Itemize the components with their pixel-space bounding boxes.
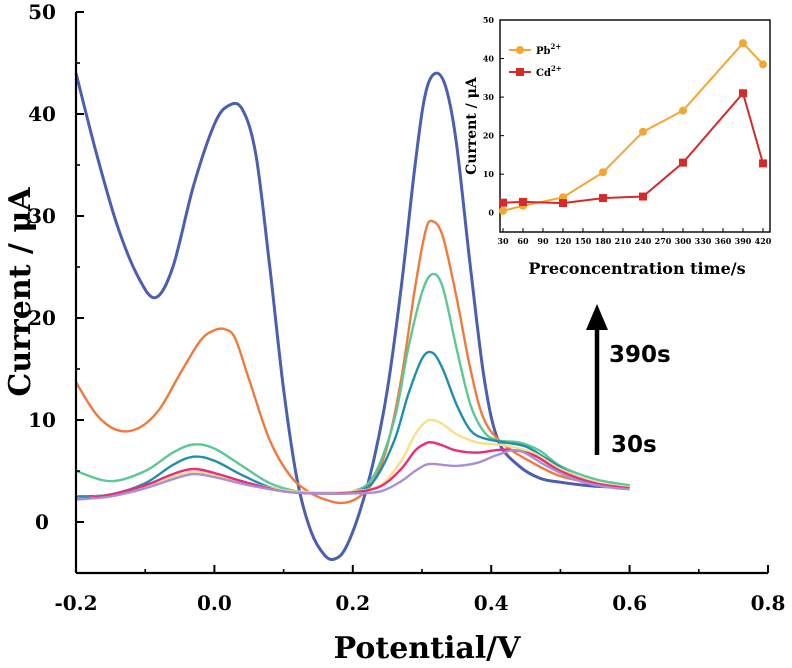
y-tick-label: 0 <box>35 510 49 534</box>
series-line-390s <box>74 71 630 562</box>
inset-marker-Cd <box>519 197 527 206</box>
series-line-300s <box>74 219 630 505</box>
y-tick-label: 30 <box>28 204 56 228</box>
inset-x-tick-label: 180 <box>595 236 612 246</box>
x-tick-label: 0.2 <box>335 591 370 615</box>
x-tick-label: 0.4 <box>474 591 509 615</box>
series-line-180s <box>75 350 630 498</box>
inset-y-tick-label: 30 <box>483 92 495 102</box>
inset-marker-Pb <box>639 127 647 136</box>
inset-legend-label-Cd: Cd2+ <box>536 64 562 79</box>
inset-marker-Pb <box>499 206 507 215</box>
main-plot: -0.2 0.0 0.2 0.4 0.6 0.8 0 10 20 30 40 50 Potential/… <box>3 0 785 666</box>
inset-series-line-Pb <box>502 41 764 212</box>
inset-marker-Cd <box>599 194 607 203</box>
inset-y-axis-title: Current / μA <box>464 76 480 175</box>
inset-marker-Cd <box>499 198 507 207</box>
inset-y-tick-label: 10 <box>483 169 495 179</box>
inset-x-tick-label: 300 <box>675 236 692 246</box>
inset-marker-Cd <box>739 89 747 98</box>
x-axis-title: Potential/V <box>334 631 522 666</box>
x-tick-label: 0.6 <box>612 591 647 615</box>
x-tick-label: 0.0 <box>197 591 232 615</box>
inset-legend-marker <box>516 46 524 54</box>
inset-legend-label-Pb: Pb2+ <box>536 42 561 57</box>
y-tick-label: 20 <box>28 306 56 330</box>
y-axis-title: Current / μA <box>3 187 38 397</box>
trend-arrow-head <box>586 304 608 330</box>
inset-x-tick-label: 390 <box>735 236 752 246</box>
inset-plot: 0 10 20 30 40 50 30 60 90 120 150 180 210 240 270 300 33… <box>464 15 772 278</box>
inset-marker-Cd <box>759 159 767 168</box>
inset-y-tick-label: 20 <box>483 131 495 141</box>
inset-y-tick-label: 40 <box>483 54 495 64</box>
series-line-30s <box>75 448 630 501</box>
inset-x-tick-label: 420 <box>755 236 772 246</box>
inset-marker-Pb <box>739 39 747 48</box>
inset-x-tick-label: 120 <box>555 236 572 246</box>
inset-marker-Pb <box>759 60 767 69</box>
y-tick-label: 40 <box>28 102 56 126</box>
y-tick-label: 50 <box>28 0 56 24</box>
legend-ion-name: Cd <box>536 68 551 79</box>
inset-x-tick-label: 210 <box>615 236 632 246</box>
inset-marker-Cd <box>559 199 567 208</box>
legend-ion-charge: 2+ <box>551 42 562 51</box>
inset-marker-Cd <box>679 158 687 167</box>
inset-y-tick-label: 0 <box>488 208 494 218</box>
inset-x-tick-label: 330 <box>695 236 712 246</box>
inset-x-tick-label: 270 <box>655 236 672 246</box>
x-tick-label: -0.2 <box>54 591 97 615</box>
inset-x-tick-label: 240 <box>635 236 652 246</box>
annotation-30s: 30s <box>611 432 657 458</box>
series-line-120s <box>75 418 630 501</box>
inset-marker-Pb <box>679 106 687 115</box>
inset-x-axis-title: Preconcentration time/s <box>528 259 745 278</box>
series-line-240s <box>75 272 630 495</box>
inset-x-tick-label: 360 <box>715 236 732 246</box>
legend-ion-name: Pb <box>536 46 551 57</box>
annotation-390s: 390s <box>609 342 671 368</box>
inset-marker-Cd <box>639 192 647 201</box>
x-tick-label: 0.8 <box>751 591 786 615</box>
inset-marker-Pb <box>599 168 607 177</box>
inset-x-tick-label: 30 <box>497 236 509 246</box>
legend-ion-charge: 2+ <box>551 64 562 73</box>
inset-series-line-Cd <box>502 91 764 205</box>
y-tick-label: 10 <box>28 408 56 432</box>
inset-x-tick-label: 90 <box>537 236 549 246</box>
inset-x-tick-label: 60 <box>517 236 529 246</box>
inset-x-tick-label: 150 <box>575 236 592 246</box>
inset-legend-marker <box>516 68 524 76</box>
inset-y-tick-label: 50 <box>483 15 495 25</box>
